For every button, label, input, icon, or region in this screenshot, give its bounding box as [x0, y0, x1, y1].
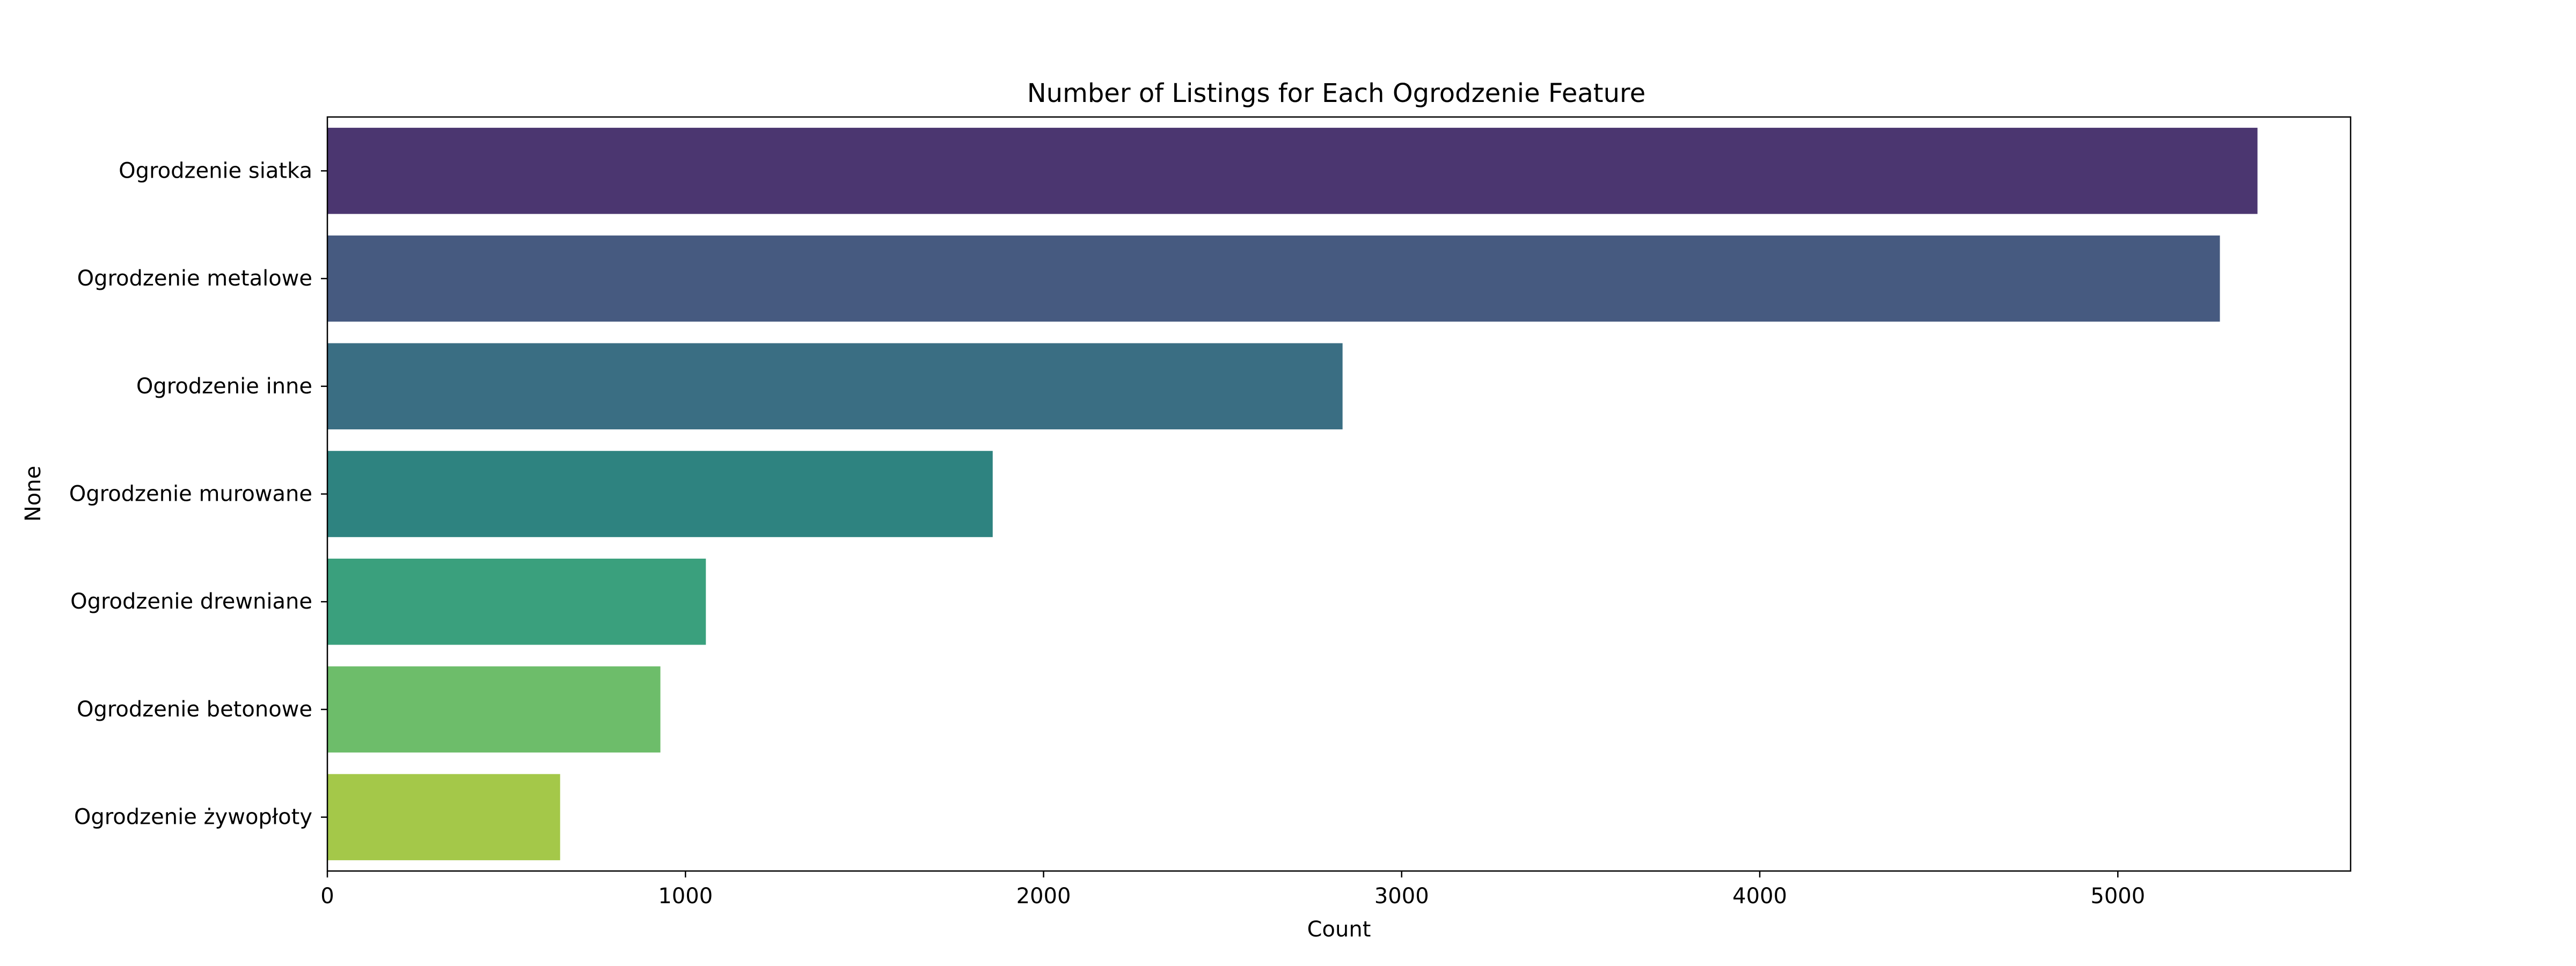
y-tick-label-1: Ogrodzenie metalowe	[77, 266, 312, 291]
x-tick-label-0: 0	[320, 884, 334, 909]
y-tick-label-3: Ogrodzenie murowane	[69, 482, 312, 507]
bar-6	[327, 774, 560, 860]
y-tick-label-4: Ogrodzenie drewniane	[70, 589, 312, 614]
y-axis-ticks: Ogrodzenie siatka Ogrodzenie metalowe Ogro…	[69, 158, 327, 830]
x-tick-label-3: 3000	[1374, 884, 1429, 909]
bar-0	[327, 128, 2258, 214]
chart-title: Number of Listings for Each Ogrodzenie F…	[1027, 78, 1646, 108]
plot-frame	[326, 116, 2352, 872]
y-tick-label-0: Ogrodzenie siatka	[119, 158, 312, 183]
bars-layer	[327, 128, 2258, 860]
bar-3	[327, 451, 993, 537]
x-tick-label-1: 1000	[658, 884, 713, 909]
bar-4	[327, 558, 706, 645]
x-axis-label: Count	[1307, 917, 1371, 942]
x-axis-ticks: 0 1000 2000 3000 4000 5000	[320, 871, 2145, 909]
bar-1	[327, 235, 2220, 322]
x-tick-label-2: 2000	[1016, 884, 1071, 909]
y-tick-label-6: Ogrodzenie żywopłoty	[74, 805, 312, 830]
y-tick-label-2: Ogrodzenie inne	[136, 374, 312, 399]
bar-5	[327, 666, 661, 753]
x-tick-label-4: 4000	[1732, 884, 1787, 909]
y-axis-label: None	[21, 466, 46, 522]
x-tick-label-5: 5000	[2090, 884, 2145, 909]
y-tick-label-5: Ogrodzenie betonowe	[77, 697, 312, 722]
bar-2	[327, 343, 1343, 430]
